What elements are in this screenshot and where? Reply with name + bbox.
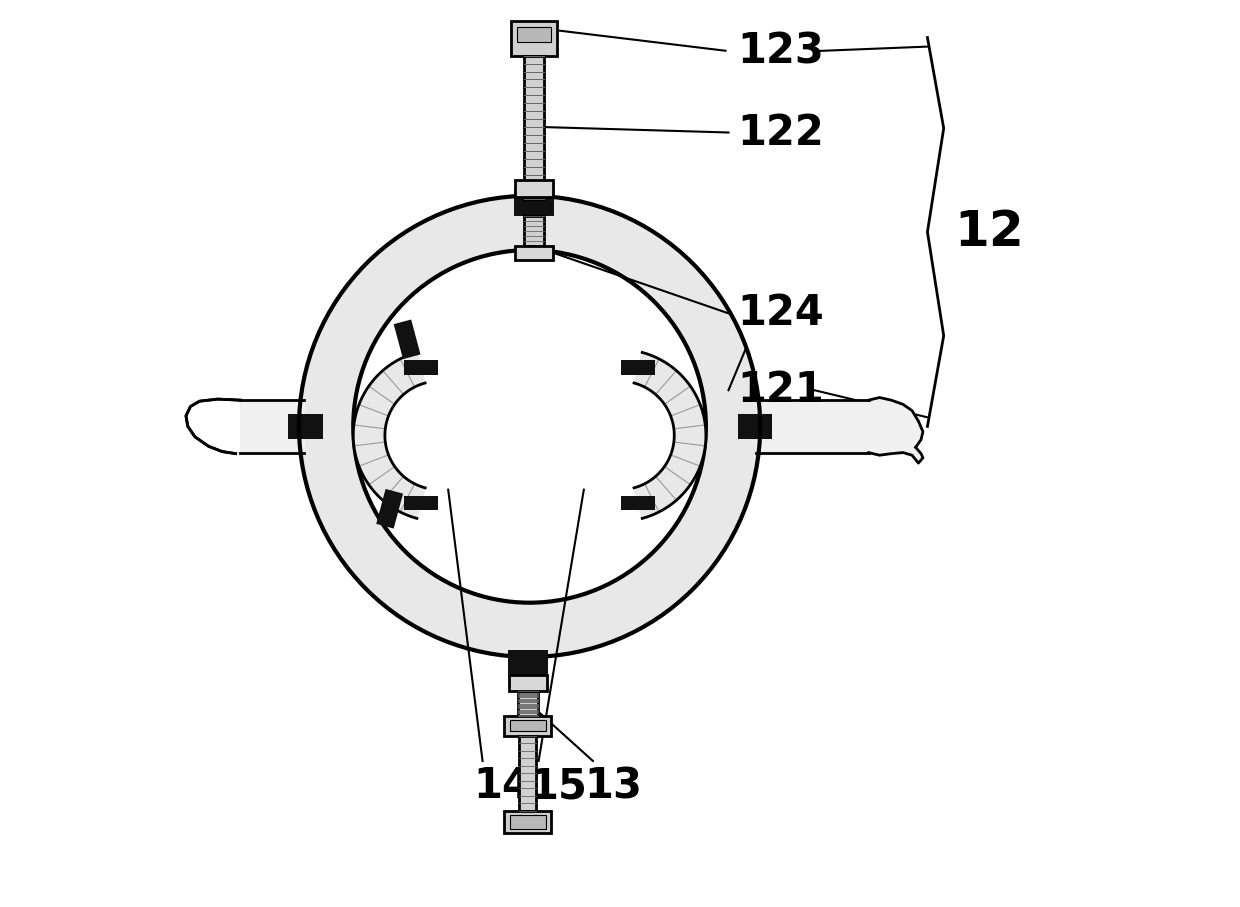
Bar: [511, 21, 557, 55]
Text: 122: 122: [738, 112, 825, 153]
Bar: [518, 691, 538, 716]
Bar: [525, 55, 544, 199]
Bar: [621, 360, 655, 375]
Polygon shape: [353, 353, 425, 519]
Bar: [515, 246, 553, 260]
Bar: [393, 319, 420, 359]
Bar: [525, 216, 544, 246]
Bar: [515, 190, 554, 216]
Bar: [517, 26, 552, 42]
Text: 124: 124: [738, 292, 825, 335]
Text: 123: 123: [738, 30, 825, 73]
Bar: [404, 496, 438, 511]
Bar: [510, 815, 546, 829]
Text: 14: 14: [474, 766, 532, 807]
Text: 121: 121: [738, 369, 825, 411]
Bar: [404, 360, 438, 375]
Polygon shape: [299, 196, 760, 657]
Bar: [738, 414, 773, 439]
Polygon shape: [869, 397, 923, 463]
Polygon shape: [186, 399, 241, 454]
Bar: [515, 180, 553, 197]
Bar: [376, 489, 403, 529]
Bar: [508, 675, 547, 691]
Text: 12: 12: [955, 208, 1024, 256]
Bar: [505, 811, 552, 834]
Bar: [288, 414, 322, 439]
Text: 15: 15: [529, 766, 588, 807]
Text: 13: 13: [584, 766, 642, 807]
Bar: [505, 716, 552, 736]
Polygon shape: [634, 353, 706, 519]
Bar: [621, 496, 655, 511]
Bar: [520, 736, 536, 811]
Bar: [510, 720, 546, 731]
Bar: [508, 649, 548, 675]
